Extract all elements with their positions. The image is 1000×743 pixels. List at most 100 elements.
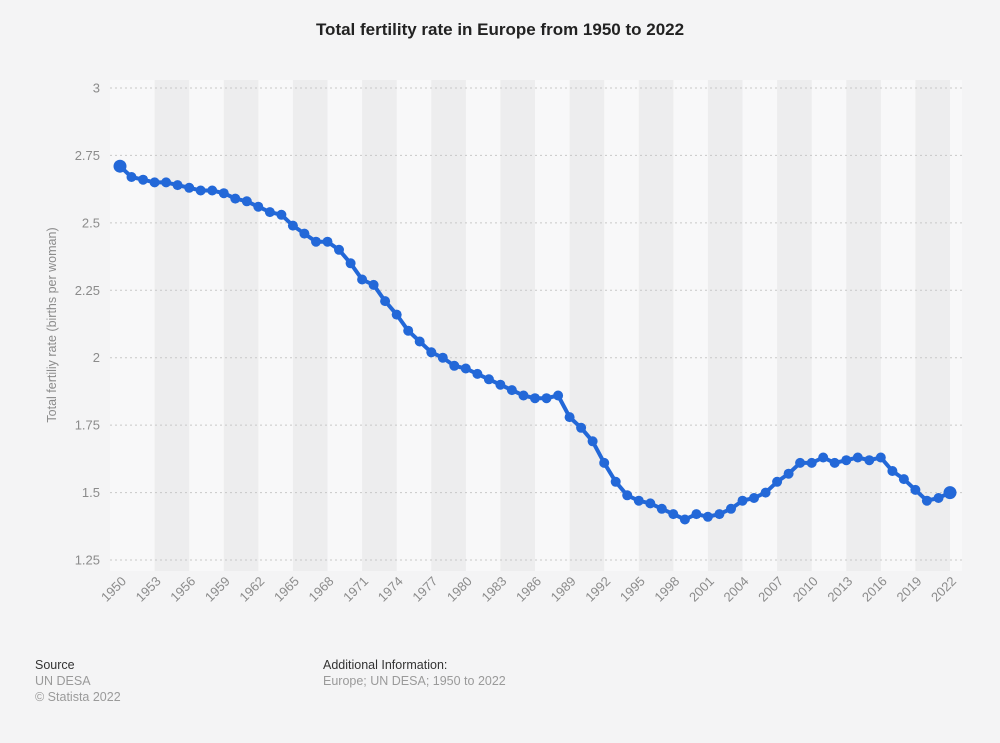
data-point[interactable] xyxy=(806,457,817,468)
data-point[interactable] xyxy=(645,498,656,509)
data-point[interactable] xyxy=(576,422,587,433)
data-point[interactable] xyxy=(368,279,379,290)
data-point[interactable] xyxy=(783,468,794,479)
data-point[interactable] xyxy=(149,177,160,188)
additional-info-label: Additional Information: xyxy=(323,658,448,672)
data-point[interactable] xyxy=(172,180,183,191)
x-tick-label: 1998 xyxy=(651,574,682,605)
data-point[interactable] xyxy=(253,201,264,212)
plot-stripe xyxy=(915,80,950,571)
data-point[interactable] xyxy=(875,452,886,463)
data-point[interactable] xyxy=(241,196,252,207)
data-point[interactable] xyxy=(679,514,690,525)
data-point[interactable] xyxy=(610,476,621,487)
data-point[interactable] xyxy=(345,258,356,269)
data-point[interactable] xyxy=(726,503,736,514)
data-point[interactable] xyxy=(414,336,425,347)
data-point[interactable] xyxy=(622,490,633,501)
data-point[interactable] xyxy=(530,393,540,404)
x-tick-label: 1989 xyxy=(548,574,579,605)
data-point[interactable] xyxy=(599,457,610,468)
data-point[interactable] xyxy=(668,509,679,520)
plot-stripe xyxy=(846,80,881,571)
x-tick-label: 1983 xyxy=(478,574,509,605)
data-point[interactable] xyxy=(587,436,598,447)
data-point[interactable] xyxy=(230,193,241,204)
data-point[interactable] xyxy=(852,452,863,463)
data-point[interactable] xyxy=(460,363,471,374)
x-tick-label: 1968 xyxy=(306,574,337,605)
plot-stripe xyxy=(362,80,397,571)
data-point[interactable] xyxy=(437,352,448,363)
data-point[interactable] xyxy=(483,374,494,385)
data-point[interactable] xyxy=(311,236,321,247)
data-point[interactable] xyxy=(943,486,957,500)
data-point[interactable] xyxy=(829,457,840,468)
data-point[interactable] xyxy=(702,511,713,522)
plot-stripe xyxy=(707,80,743,571)
data-point[interactable] xyxy=(656,503,667,514)
data-point[interactable] xyxy=(921,495,932,506)
data-point[interactable] xyxy=(161,177,172,188)
x-tick-label: 2010 xyxy=(790,574,821,605)
x-tick-label: 1962 xyxy=(236,574,267,605)
data-point[interactable] xyxy=(841,455,852,466)
data-point[interactable] xyxy=(541,393,552,404)
data-point[interactable] xyxy=(276,209,287,220)
data-point[interactable] xyxy=(334,244,344,255)
data-point[interactable] xyxy=(449,360,460,371)
data-point[interactable] xyxy=(691,509,702,520)
data-point[interactable] xyxy=(898,474,909,485)
data-point[interactable] xyxy=(380,296,391,307)
plot-stripe xyxy=(431,80,466,571)
data-point[interactable] xyxy=(506,385,517,396)
y-tick-label: 3 xyxy=(93,81,100,96)
data-point[interactable] xyxy=(553,390,564,401)
data-point[interactable] xyxy=(287,220,298,231)
source-block: Source UN DESA © Statista 2022 xyxy=(35,657,121,705)
data-point[interactable] xyxy=(207,185,218,196)
data-point[interactable] xyxy=(495,379,506,390)
data-point[interactable] xyxy=(391,309,402,320)
data-point[interactable] xyxy=(195,185,206,196)
data-point[interactable] xyxy=(564,412,575,423)
data-point[interactable] xyxy=(426,347,437,358)
data-point[interactable] xyxy=(864,455,875,466)
data-point[interactable] xyxy=(403,325,414,336)
data-point[interactable] xyxy=(357,274,368,285)
data-point[interactable] xyxy=(818,452,829,463)
data-point[interactable] xyxy=(633,495,644,506)
data-point[interactable] xyxy=(322,236,333,247)
data-point[interactable] xyxy=(472,368,483,379)
y-tick-label: 1.5 xyxy=(82,485,100,500)
data-point[interactable] xyxy=(760,487,771,498)
data-point[interactable] xyxy=(749,493,759,503)
data-point[interactable] xyxy=(737,495,748,506)
data-point[interactable] xyxy=(795,457,806,468)
data-point[interactable] xyxy=(714,509,725,520)
data-point[interactable] xyxy=(772,476,783,487)
x-tick-label: 1959 xyxy=(202,574,233,605)
data-point[interactable] xyxy=(138,174,149,185)
copyright-notice: © Statista 2022 xyxy=(35,690,121,704)
x-tick-label: 2019 xyxy=(893,574,924,605)
data-point[interactable] xyxy=(218,188,229,199)
data-point[interactable] xyxy=(113,159,127,173)
y-tick-label: 2.5 xyxy=(82,215,100,230)
data-point[interactable] xyxy=(264,207,275,218)
data-point[interactable] xyxy=(887,466,898,476)
plot-stripe xyxy=(569,80,605,571)
data-point[interactable] xyxy=(933,493,944,503)
plot-stripe xyxy=(638,80,674,571)
data-point[interactable] xyxy=(910,484,921,495)
data-point[interactable] xyxy=(184,182,195,193)
plot-stripe xyxy=(154,80,190,571)
data-point[interactable] xyxy=(518,390,529,401)
source-label: Source xyxy=(35,658,75,672)
x-tick-label: 1953 xyxy=(133,574,164,605)
x-tick-label: 1986 xyxy=(513,574,544,605)
data-point[interactable] xyxy=(299,228,310,239)
data-point[interactable] xyxy=(126,172,137,182)
x-tick-label: 1995 xyxy=(617,574,648,605)
